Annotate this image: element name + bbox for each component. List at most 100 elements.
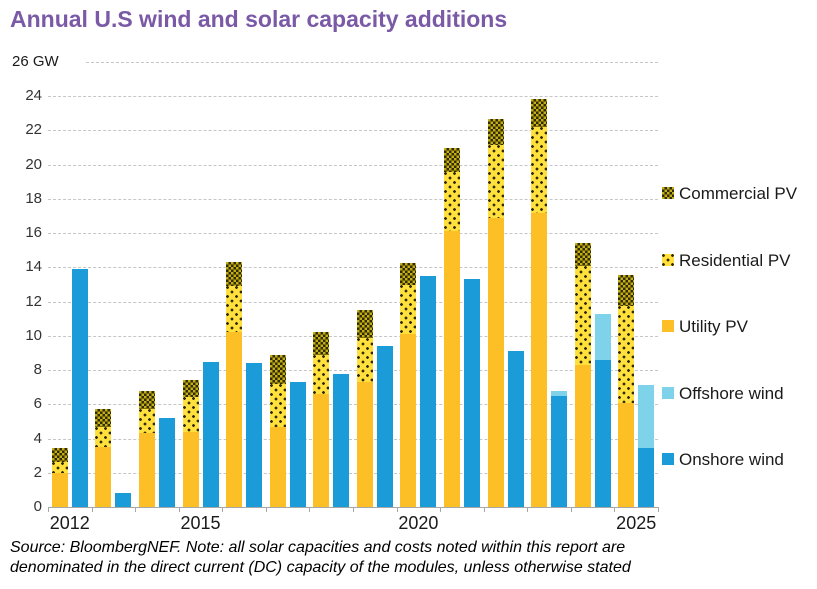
legend-item-commercial-pv: Commercial PV — [662, 183, 797, 205]
gridline-24 — [48, 96, 658, 98]
bar-solar-2019 — [356, 310, 373, 507]
bar-segment-commercial-pv-2012 — [51, 447, 68, 462]
x-tick-label-2012: 2012 — [49, 513, 90, 533]
y-tick-label: 16 — [25, 224, 42, 242]
bar-segment-utility-pv-2021 — [443, 231, 460, 507]
bar-solar-2023 — [531, 98, 548, 507]
chart-title: Annual U.S wind and solar capacity addit… — [10, 6, 508, 32]
legend-swatch-icon — [662, 320, 674, 332]
y-tick-label: 2 — [33, 463, 42, 481]
bar-segment-residential-pv-2021 — [443, 172, 460, 232]
bar-segment-utility-pv-2025 — [618, 402, 635, 507]
bar-segment-residential-pv-2013 — [95, 426, 112, 448]
bar-solar-2015 — [182, 379, 199, 507]
bar-solar-2014 — [138, 391, 155, 507]
bar-segment-utility-pv-2013 — [95, 447, 112, 507]
bar-segment-residential-pv-2025 — [618, 305, 635, 403]
x-axis-tick — [309, 507, 311, 512]
gridline-2 — [48, 472, 658, 474]
gridline-26 — [86, 62, 658, 63]
bar-wind-2017 — [289, 382, 306, 507]
y-tick-label: 18 — [25, 189, 42, 207]
bar-solar-2012 — [51, 447, 68, 507]
legend-label: Utility PV — [679, 317, 748, 336]
gridline-10 — [48, 335, 658, 337]
legend-item-offshore-wind: Offshore wind — [662, 383, 784, 405]
bar-segment-onshore-wind-2025 — [638, 447, 655, 507]
bar-segment-offshore-wind-2023 — [551, 390, 568, 396]
y-tick-label: 10 — [25, 326, 42, 344]
bar-wind-2023 — [551, 390, 568, 507]
bar-segment-commercial-pv-2024 — [574, 243, 591, 266]
source-note-line2: denominated in the direct current (DC) c… — [10, 559, 631, 576]
bar-wind-2018 — [333, 373, 350, 507]
x-axis-tick — [48, 507, 49, 512]
bar-segment-onshore-wind-2023 — [551, 395, 568, 507]
x-axis-tick — [570, 507, 572, 512]
bar-wind-2016 — [246, 363, 263, 507]
bar-wind-2012 — [71, 269, 88, 507]
bar-segment-commercial-pv-2013 — [95, 409, 112, 427]
legend-label: Commercial PV — [679, 184, 798, 203]
bar-segment-offshore-wind-2024 — [594, 313, 611, 360]
legend-swatch-icon — [662, 254, 674, 266]
bar-segment-offshore-wind-2025 — [638, 385, 655, 448]
gridline-22 — [48, 130, 658, 132]
x-axis-tick — [527, 507, 529, 512]
bar-segment-utility-pv-2020 — [400, 334, 417, 507]
legend-label: Offshore wind — [679, 384, 784, 403]
gridline-12 — [48, 301, 658, 303]
bar-segment-residential-pv-2017 — [269, 383, 286, 427]
bar-segment-onshore-wind-2016 — [246, 363, 263, 507]
bar-solar-2013 — [95, 409, 112, 507]
y-tick-label: 14 — [25, 258, 42, 276]
bar-solar-2022 — [487, 118, 504, 507]
bar-segment-onshore-wind-2012 — [71, 269, 88, 507]
legend-swatch-icon — [662, 453, 674, 465]
bar-segment-commercial-pv-2020 — [400, 263, 417, 286]
legend-label: Residential PV — [679, 251, 791, 270]
bar-segment-residential-pv-2019 — [356, 337, 373, 383]
x-axis-tick — [483, 507, 485, 512]
y-tick-label: 6 — [33, 395, 42, 413]
bar-segment-residential-pv-2024 — [574, 265, 591, 365]
y-tick-label: 24 — [25, 87, 42, 105]
bar-segment-onshore-wind-2022 — [507, 351, 524, 507]
bar-wind-2022 — [507, 351, 524, 507]
bar-segment-commercial-pv-2014 — [138, 391, 155, 409]
gridline-6 — [48, 404, 658, 406]
x-axis-tick — [178, 507, 180, 512]
bar-wind-2025 — [638, 385, 655, 507]
legend-item-onshore-wind: Onshore wind — [662, 449, 784, 471]
bar-segment-commercial-pv-2015 — [182, 379, 199, 398]
bar-segment-utility-pv-2019 — [356, 382, 373, 507]
bar-segment-onshore-wind-2021 — [463, 279, 480, 507]
bar-solar-2016 — [226, 262, 243, 507]
plot-area — [48, 62, 659, 512]
bar-wind-2013 — [115, 493, 132, 507]
x-axis-tick — [265, 507, 267, 512]
chart-legend: Commercial PV Residential PV Utility PV Off… — [662, 180, 816, 510]
bar-segment-commercial-pv-2019 — [356, 310, 373, 338]
bar-wind-2024 — [594, 313, 611, 507]
source-note-line1: Source: BloombergNEF. Note: all solar ca… — [10, 539, 626, 556]
source-note: Source: BloombergNEF. Note: all solar ca… — [10, 538, 770, 578]
bar-segment-onshore-wind-2014 — [158, 418, 175, 507]
bar-solar-2017 — [269, 354, 286, 507]
bar-segment-residential-pv-2023 — [531, 127, 548, 213]
bar-wind-2014 — [158, 418, 175, 507]
y-tick-label: 8 — [33, 361, 42, 379]
gridline-4 — [48, 438, 658, 440]
bar-segment-commercial-pv-2025 — [618, 275, 635, 306]
gridline-18 — [48, 198, 658, 200]
bar-segment-commercial-pv-2021 — [443, 147, 460, 173]
bar-wind-2021 — [463, 279, 480, 507]
x-axis-tick — [658, 507, 659, 512]
bar-segment-residential-pv-2018 — [313, 354, 330, 395]
bar-segment-utility-pv-2017 — [269, 426, 286, 507]
bar-segment-residential-pv-2020 — [400, 285, 417, 335]
bar-segment-utility-pv-2022 — [487, 217, 504, 507]
bar-segment-commercial-pv-2016 — [226, 262, 243, 287]
bar-wind-2019 — [376, 346, 393, 507]
bar-segment-utility-pv-2012 — [51, 472, 68, 507]
